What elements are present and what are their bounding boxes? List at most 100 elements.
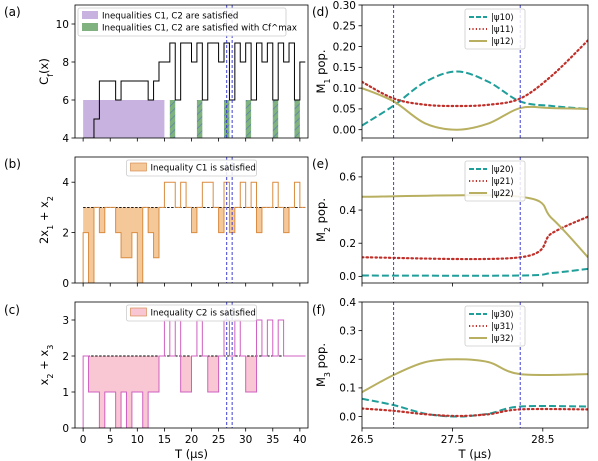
y-axis-title: M1 pop. xyxy=(314,50,332,94)
satisfied-fill xyxy=(83,207,306,283)
legend-entry-text: |ψ20⟩ xyxy=(491,165,514,175)
panel-d: 0.00 0.05 0.10 0.15 0.20 0.25 0.30 M1 pop. (d) |ψ… xyxy=(312,0,589,142)
x-tick-label: 40 xyxy=(293,434,306,446)
x-tick-label: 27.5 xyxy=(441,434,464,446)
x-tick-label: 20 xyxy=(185,434,198,446)
legend-box xyxy=(464,8,526,50)
y-tick-label: 0.4 xyxy=(339,297,356,309)
green-cfmax-bar xyxy=(196,100,203,138)
y-tick-label: 0 xyxy=(62,278,69,290)
x-tick-label: 30 xyxy=(239,434,252,446)
axis-title-part: 1 xyxy=(46,225,55,230)
y-tick-label: 0.15 xyxy=(333,62,356,74)
legend-entry-text: Inequalities C1, C2 are satisfied xyxy=(102,12,238,22)
panel-e: 0.0 0.2 0.4 0.6 M2 pop. (e) |ψ20⟩ |ψ21⟩ |ψ22⟩ xyxy=(312,156,589,287)
legend-entry-text: Inequalities C1, C2 are satisfied with C… xyxy=(102,24,297,34)
x-tick-label: 10 xyxy=(131,434,144,446)
axis-title-part: + x xyxy=(37,350,51,374)
green-cfmax-bar xyxy=(272,100,279,138)
axis-title-part: f xyxy=(46,74,55,77)
legend-box xyxy=(126,304,257,322)
y-tick-label: 0.30 xyxy=(333,0,356,12)
legend-entry-text: |ψ31⟩ xyxy=(491,322,514,332)
legend-swatch xyxy=(130,162,147,172)
axis-title-part: C xyxy=(37,77,51,85)
legend-box xyxy=(464,160,526,202)
y-tick-label: 0.25 xyxy=(333,21,356,33)
axis-title-part: x xyxy=(37,378,51,385)
legend-box xyxy=(126,159,257,177)
plot-area xyxy=(82,157,306,283)
plot-frame xyxy=(361,301,589,429)
x-tick-label: 25 xyxy=(212,434,225,446)
satisfied-fill xyxy=(83,356,306,428)
y-tick-label: 10 xyxy=(56,19,69,31)
y-tick-label: 0.00 xyxy=(333,124,356,136)
axis-title-part: 2 xyxy=(46,373,55,378)
x-axis-title: T (μs) xyxy=(174,447,208,461)
y-tick-label: 0.20 xyxy=(333,41,356,53)
plot-frame xyxy=(361,156,589,284)
y-axis-title: x2 + x3 xyxy=(37,345,55,386)
y-tick-label: 6 xyxy=(62,95,69,107)
x-axis-title: T (μs) xyxy=(458,447,492,461)
plot-area xyxy=(83,5,306,138)
y-tick-label: 3 xyxy=(62,315,69,327)
step-curve xyxy=(82,181,306,283)
green-cfmax-bar xyxy=(169,100,176,138)
plot-frame xyxy=(361,4,589,139)
plot-area xyxy=(362,5,588,138)
x-tick-label: 0 xyxy=(80,434,87,446)
y-tick-label: 2 xyxy=(62,351,69,363)
x-tick-label: 28.5 xyxy=(531,434,554,446)
axis-title-part: (x) xyxy=(37,58,51,74)
axis-title-part: 2x xyxy=(37,230,51,244)
axis-title-part: pop. xyxy=(314,198,328,227)
series-line xyxy=(362,407,588,418)
y-tick-label: 4 xyxy=(62,133,69,145)
legend-entry-text: |ψ12⟩ xyxy=(491,37,514,47)
y-tick-label: 1 xyxy=(62,387,69,399)
axis-title-part: pop. xyxy=(314,50,328,79)
panel-label: (d) xyxy=(312,5,329,19)
axis-title-part: 3 xyxy=(46,345,55,350)
legend-swatch xyxy=(130,307,147,317)
plot-area xyxy=(82,302,306,428)
x-tick-label: 15 xyxy=(158,434,171,446)
legend-entry-text: |ψ10⟩ xyxy=(491,13,514,23)
legend-entry-text: |ψ21⟩ xyxy=(491,177,514,187)
y-tick-label: 0.05 xyxy=(333,104,356,116)
series-line xyxy=(362,397,588,418)
green-cfmax-bar xyxy=(245,100,252,138)
x-tick-label: 5 xyxy=(107,434,114,446)
x-tick-label: 35 xyxy=(266,434,279,446)
series-line xyxy=(362,267,588,277)
y-tick-label: 0.1 xyxy=(339,383,356,395)
legend-entry-text: |ψ22⟩ xyxy=(491,189,514,199)
panel-label: (b) xyxy=(4,157,21,171)
y-tick-label: 0.2 xyxy=(339,238,356,250)
step-curve xyxy=(82,319,306,428)
axis-title-part: M xyxy=(314,232,328,242)
panel-label: (c) xyxy=(4,303,20,317)
plot-area xyxy=(362,157,588,283)
legend-entry-text: |ψ32⟩ xyxy=(491,334,514,344)
legend-entry-text: |ψ11⟩ xyxy=(491,25,514,35)
y-tick-label: 2 xyxy=(62,227,69,239)
x-tick-label: 26.5 xyxy=(350,434,373,446)
y-tick-label: 0.0 xyxy=(339,271,356,283)
y-tick-label: 0.4 xyxy=(339,205,356,217)
green-cfmax-bar xyxy=(224,100,230,138)
legend-entry-text: Inequality C1 is satisfied xyxy=(151,164,256,174)
legend-box xyxy=(464,305,526,347)
y-tick-label: 0 xyxy=(62,423,69,435)
panel-label: (a) xyxy=(4,5,21,19)
series-line xyxy=(362,87,588,131)
y-tick-label: 0.3 xyxy=(339,325,356,337)
step-curve xyxy=(83,42,306,138)
y-axis-title: M3 pop. xyxy=(314,343,332,387)
y-axis-title: M2 pop. xyxy=(314,198,332,242)
